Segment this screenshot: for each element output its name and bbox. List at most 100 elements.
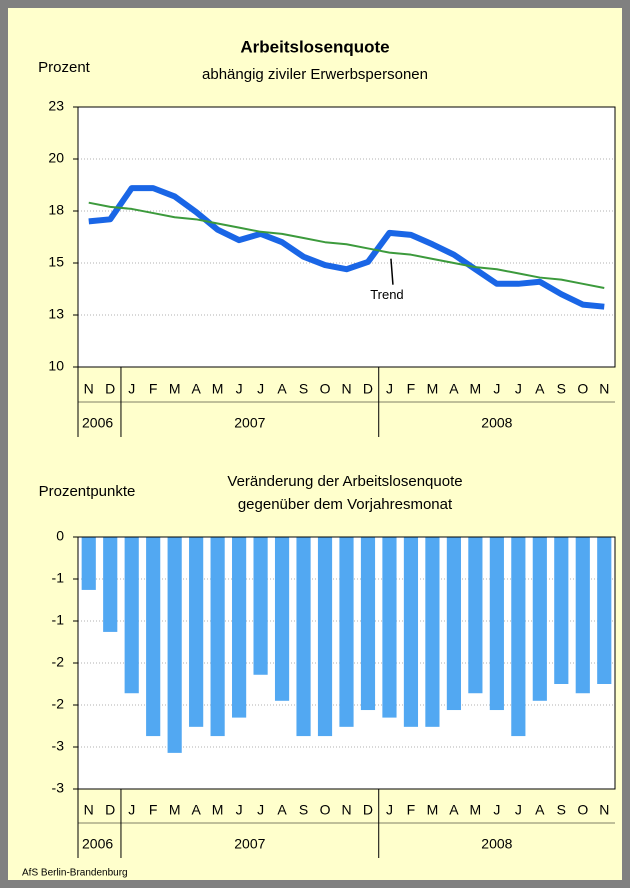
plot-area bbox=[78, 107, 615, 367]
y-tick-label: -2 bbox=[52, 696, 65, 712]
bar bbox=[81, 537, 96, 590]
y-tick-label: 20 bbox=[48, 150, 64, 166]
data-line bbox=[88, 185, 605, 310]
x-tick-label: J bbox=[236, 802, 243, 818]
x-tick-label: N bbox=[599, 381, 609, 397]
x-tick-label: A bbox=[277, 802, 287, 818]
y-tick-label: -3 bbox=[52, 780, 65, 796]
chart-title: Veränderung der Arbeitslosenquote bbox=[227, 473, 462, 490]
year-label: 2007 bbox=[234, 415, 265, 431]
x-tick-label: A bbox=[535, 802, 545, 818]
annotation-pointer bbox=[390, 258, 394, 285]
y-tick-label: 15 bbox=[48, 254, 64, 270]
bar bbox=[210, 537, 225, 737]
bar bbox=[554, 537, 569, 684]
y-tick-label: 0 bbox=[56, 528, 64, 544]
x-tick-label: J bbox=[257, 381, 264, 397]
y-tick-label: 10 bbox=[48, 358, 64, 374]
x-tick-label: S bbox=[299, 381, 308, 397]
x-tick-label: A bbox=[449, 381, 459, 397]
x-tick-label: A bbox=[449, 802, 459, 818]
bar bbox=[232, 537, 247, 718]
x-tick-label: M bbox=[169, 381, 181, 397]
bar bbox=[597, 537, 612, 684]
x-tick-label: J bbox=[493, 381, 500, 397]
chart-subtitle: abhängig ziviler Erwerbspersonen bbox=[202, 66, 428, 83]
x-tick-label: J bbox=[386, 381, 393, 397]
x-tick-label: M bbox=[470, 802, 482, 818]
x-tick-label: M bbox=[427, 381, 439, 397]
x-tick-label: S bbox=[557, 381, 566, 397]
x-tick-label: N bbox=[84, 802, 94, 818]
x-tick-label: J bbox=[386, 802, 393, 818]
bar bbox=[382, 537, 397, 718]
y-tick-label: -1 bbox=[52, 612, 65, 628]
y-tick-label: -3 bbox=[52, 738, 65, 754]
bar bbox=[425, 537, 440, 727]
bar bbox=[146, 537, 161, 737]
annotation: Trend bbox=[370, 287, 403, 302]
x-tick-label: M bbox=[169, 802, 181, 818]
x-tick-label: F bbox=[407, 802, 416, 818]
y-tick-label: 13 bbox=[48, 306, 64, 322]
year-label: 2006 bbox=[82, 415, 113, 431]
chart-title: Arbeitslosenquote bbox=[240, 37, 389, 56]
footer: AfS Berlin-Brandenburg bbox=[22, 868, 128, 879]
bar bbox=[317, 537, 333, 737]
x-tick-label: J bbox=[515, 802, 522, 818]
y-tick-label: 23 bbox=[48, 98, 64, 114]
x-tick-label: J bbox=[128, 802, 135, 818]
y-axis-label: Prozentpunkte bbox=[39, 483, 136, 500]
x-tick-label: N bbox=[341, 381, 351, 397]
x-tick-label: D bbox=[105, 802, 115, 818]
x-tick-label: M bbox=[212, 802, 224, 818]
x-tick-label: D bbox=[363, 802, 373, 818]
x-tick-label: S bbox=[299, 802, 308, 818]
x-tick-label: N bbox=[84, 381, 94, 397]
x-tick-label: A bbox=[191, 381, 201, 397]
year-label: 2006 bbox=[82, 836, 113, 852]
year-label: 2008 bbox=[481, 415, 512, 431]
y-tick-label: 18 bbox=[48, 202, 64, 218]
y-tick-label: -2 bbox=[52, 654, 65, 670]
x-tick-label: O bbox=[577, 802, 588, 818]
bar bbox=[103, 537, 118, 632]
year-label: 2008 bbox=[481, 836, 512, 852]
x-tick-label: A bbox=[535, 381, 545, 397]
y-axis-label: Prozent bbox=[38, 59, 91, 76]
plot-frame bbox=[77, 536, 616, 790]
bar bbox=[339, 537, 354, 727]
bar bbox=[403, 537, 419, 727]
x-tick-label: M bbox=[212, 381, 224, 397]
x-tick-label: J bbox=[257, 802, 264, 818]
x-tick-label: N bbox=[599, 802, 609, 818]
x-tick-label: F bbox=[149, 802, 158, 818]
x-tick-label: J bbox=[236, 381, 243, 397]
x-tick-label: J bbox=[128, 381, 135, 397]
x-tick-label: D bbox=[363, 381, 373, 397]
x-tick-label: M bbox=[427, 802, 439, 818]
plot-frame bbox=[77, 106, 616, 368]
x-tick-label: O bbox=[577, 381, 588, 397]
x-tick-label: J bbox=[493, 802, 500, 818]
x-tick-label: O bbox=[320, 381, 331, 397]
bar bbox=[446, 537, 461, 711]
bar bbox=[253, 537, 268, 675]
bar bbox=[511, 537, 526, 737]
bar bbox=[489, 537, 504, 711]
x-tick-label: S bbox=[557, 802, 566, 818]
bar bbox=[575, 537, 590, 694]
bar bbox=[468, 537, 483, 694]
bar bbox=[167, 537, 182, 753]
x-tick-label: N bbox=[341, 802, 351, 818]
bar bbox=[189, 537, 204, 727]
trend-line bbox=[88, 201, 605, 289]
x-tick-label: D bbox=[105, 381, 115, 397]
year-label: 2007 bbox=[234, 836, 265, 852]
x-tick-label: A bbox=[191, 802, 201, 818]
bar bbox=[532, 537, 547, 701]
bar bbox=[296, 537, 311, 737]
x-tick-label: A bbox=[277, 381, 287, 397]
chart-subtitle: gegenüber dem Vorjahresmonat bbox=[238, 496, 453, 513]
